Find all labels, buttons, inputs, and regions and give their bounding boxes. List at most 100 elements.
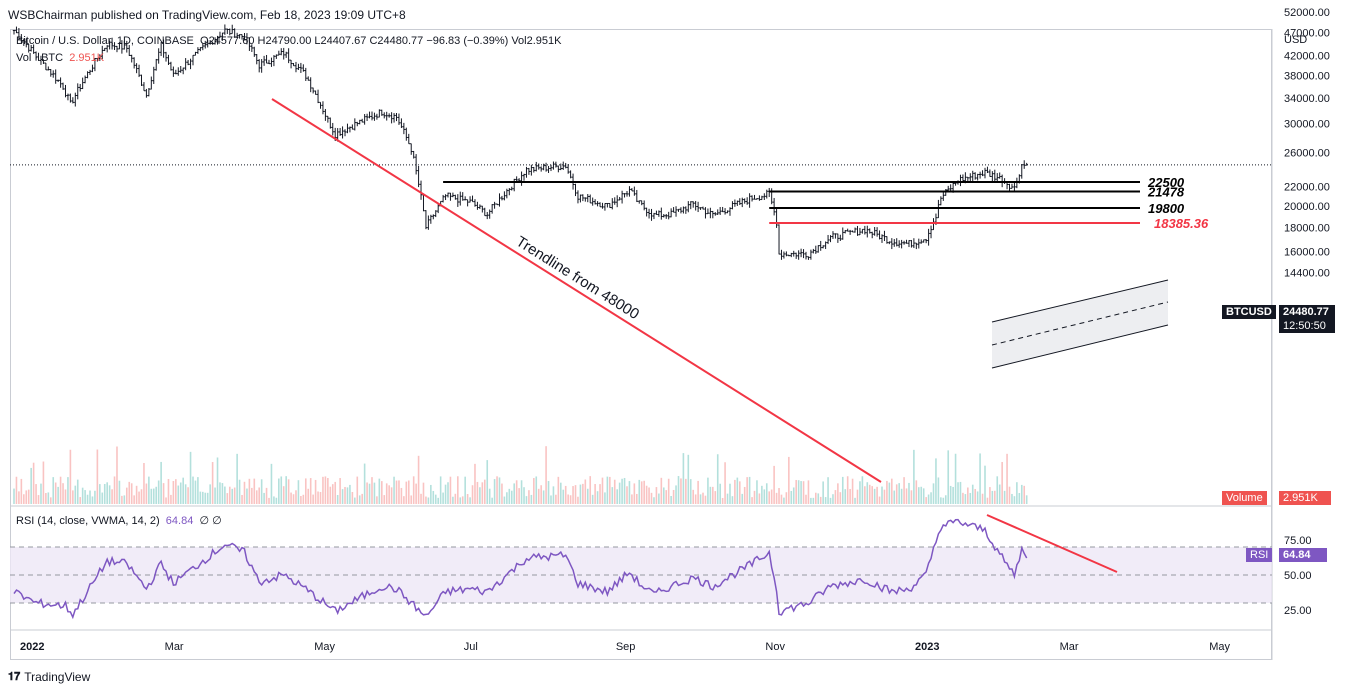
volume-bar <box>1020 484 1023 504</box>
volume-bar <box>976 491 979 504</box>
volume-bar <box>824 497 827 504</box>
volume-bar <box>498 477 501 504</box>
rsi-tag-value: 64.84 <box>1279 548 1327 562</box>
volume-bar <box>653 497 655 504</box>
volume-bar <box>623 477 626 504</box>
volume-bar <box>741 493 744 504</box>
volume-bar <box>765 483 768 504</box>
volume-bar <box>99 484 101 504</box>
volume-bar <box>618 482 621 504</box>
volume-bar <box>935 458 937 504</box>
volume-bar <box>513 483 516 504</box>
volume-bar <box>145 483 148 504</box>
tradingview-logo-icon: 𝟏𝟕 <box>8 670 21 683</box>
volume-bar <box>800 481 802 504</box>
volume-bar <box>376 496 378 504</box>
rsi-tick-label: 50.00 <box>1284 570 1312 582</box>
volume-bar <box>1006 453 1008 504</box>
volume-bar <box>89 490 91 504</box>
volume-bar <box>488 488 491 504</box>
volume-bar <box>23 494 25 504</box>
volume-bar <box>991 490 994 504</box>
volume-bar <box>167 479 170 504</box>
volume-bar <box>822 481 824 504</box>
volume-bar <box>626 486 628 504</box>
volume-bar <box>586 488 589 504</box>
volume-bar <box>594 484 596 504</box>
price-tick-label: 52000.00 <box>1284 7 1330 19</box>
volume-bar <box>469 497 471 504</box>
volume-bar <box>47 492 50 504</box>
volume-bar <box>981 493 984 504</box>
volume-bar <box>432 490 435 504</box>
volume-bar <box>694 494 697 504</box>
volume-bar <box>971 484 974 504</box>
volume-legend-value: 2.951K <box>69 52 105 64</box>
volume-bar <box>969 492 972 504</box>
volume-bar <box>866 482 869 504</box>
volume-bar <box>606 476 609 504</box>
volume-bar <box>182 477 184 504</box>
volume-bar <box>155 486 158 504</box>
volume-bar <box>101 492 104 504</box>
volume-bar <box>699 494 702 504</box>
volume-bar <box>405 481 408 504</box>
volume-bar <box>648 487 650 504</box>
volume-bar <box>275 497 278 504</box>
volume-bar <box>569 495 572 504</box>
volume-bar <box>589 476 592 504</box>
volume-bar <box>839 492 842 504</box>
volume-bar <box>157 480 160 504</box>
volume-bar <box>373 482 376 504</box>
volume-bar <box>461 496 464 504</box>
rsi-line <box>13 518 1028 620</box>
volume-bar <box>312 494 314 504</box>
price-tick-label: 22000.00 <box>1284 182 1330 194</box>
volume-bar <box>361 493 363 504</box>
volume-bar <box>535 476 538 504</box>
rsi-trendline <box>986 514 1118 573</box>
volume-bar <box>611 487 614 504</box>
volume-bar <box>689 479 692 504</box>
trendline-label: Trendline from 48000 <box>513 233 642 323</box>
volume-bar <box>775 492 778 504</box>
volume-bar <box>354 497 356 504</box>
time-tick-label: 2022 <box>20 641 44 653</box>
volume-bar <box>496 476 498 504</box>
channel-upper <box>991 279 1169 323</box>
volume-bar <box>712 486 714 504</box>
volume-bar <box>658 493 660 504</box>
volume-bar <box>1016 482 1018 504</box>
volume-bar <box>812 497 815 504</box>
volume-bar <box>851 478 854 504</box>
level-label: 21478 <box>1147 184 1185 199</box>
volume-bar <box>891 478 893 504</box>
volume-bar <box>697 480 699 504</box>
volume-bar <box>886 480 888 504</box>
volume-bar <box>206 492 209 504</box>
price-tick-label: 18000.00 <box>1284 222 1330 234</box>
volume-bar <box>506 492 508 504</box>
volume-bar <box>170 494 172 504</box>
volume-bar <box>579 484 582 504</box>
volume-bar <box>393 476 395 504</box>
volume-bar <box>815 492 817 504</box>
tradingview-footer[interactable]: 𝟏𝟕 TradingView <box>8 670 90 684</box>
volume-bar <box>371 477 373 504</box>
volume-bar <box>802 481 805 504</box>
rsi-legend-label: RSI (14, close, VWMA, 14, 2) <box>16 515 160 527</box>
volume-bar <box>331 484 334 504</box>
volume-bar <box>211 462 214 504</box>
time-tick-label: Jul <box>464 641 478 653</box>
volume-bar <box>974 488 976 504</box>
price-tick-label: 20000.00 <box>1284 201 1330 213</box>
volume-bar <box>72 490 74 504</box>
currency-label: USD <box>1284 34 1308 46</box>
volume-bar <box>349 484 351 504</box>
volume-bar <box>251 487 253 504</box>
symbol-legend: Bitcoin / U.S. Dollar, 1D, COINBASE O245… <box>16 35 561 47</box>
price-tick-label: 47000.00 <box>1284 28 1330 40</box>
volume-bar <box>704 495 707 504</box>
price-tick-label: 14400.00 <box>1284 268 1330 280</box>
